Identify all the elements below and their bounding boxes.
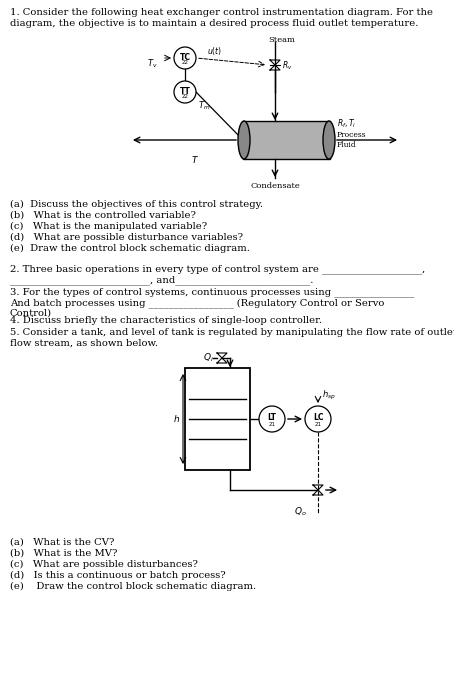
Text: Fluid: Fluid (337, 141, 357, 149)
Text: 5. Consider a tank, and level of tank is regulated by manipulating the flow rate: 5. Consider a tank, and level of tank is… (10, 328, 454, 337)
Text: (e)    Draw the control block schematic diagram.: (e) Draw the control block schematic dia… (10, 582, 256, 591)
Text: $R_v$: $R_v$ (282, 60, 292, 72)
Text: And batch processes using _________________ (Regulatory Control or Servo: And batch processes using ______________… (10, 298, 385, 308)
Text: $Q_o$: $Q_o$ (294, 506, 306, 519)
Text: 21: 21 (268, 421, 276, 426)
Text: 22: 22 (182, 60, 188, 65)
Text: $T_m$: $T_m$ (198, 100, 211, 113)
Text: (c)   What are possible disturbances?: (c) What are possible disturbances? (10, 560, 198, 569)
Circle shape (259, 406, 285, 432)
Text: 4. Discuss briefly the characteristics of single-loop controller.: 4. Discuss briefly the characteristics o… (10, 316, 322, 325)
Text: $h$: $h$ (173, 414, 180, 424)
Text: 2. Three basic operations in every type of control system are __________________: 2. Three basic operations in every type … (10, 264, 425, 274)
Text: TT: TT (180, 87, 190, 95)
Text: LC: LC (313, 414, 323, 423)
Text: Steam: Steam (268, 36, 295, 44)
Text: $T_v$: $T_v$ (148, 58, 158, 70)
Text: $Q_i$: $Q_i$ (202, 352, 213, 365)
Text: 21: 21 (315, 421, 321, 426)
Text: (a)  Discuss the objectives of this control strategy.: (a) Discuss the objectives of this contr… (10, 200, 263, 209)
Text: (d)   Is this a continuous or batch process?: (d) Is this a continuous or batch proces… (10, 571, 226, 580)
Bar (185, 368, 250, 470)
Text: 22: 22 (182, 94, 188, 99)
Text: 1. Consider the following heat exchanger control instrumentation diagram. For th: 1. Consider the following heat exchanger… (10, 8, 433, 17)
Ellipse shape (323, 121, 335, 159)
Text: Control): Control) (10, 309, 52, 318)
Text: ____________________________, and___________________________.: ____________________________, and_______… (10, 275, 313, 285)
Text: 3. For the types of control systems, continuous processes using ________________: 3. For the types of control systems, con… (10, 287, 414, 297)
Text: TC: TC (179, 52, 191, 62)
Text: diagram, the objective is to maintain a desired process fluid outlet temperature: diagram, the objective is to maintain a … (10, 19, 419, 28)
Text: (e)  Draw the control block schematic diagram.: (e) Draw the control block schematic dia… (10, 244, 250, 253)
Text: $R_f, T_i$: $R_f, T_i$ (337, 118, 356, 130)
Text: $h_{sp}$: $h_{sp}$ (322, 389, 336, 402)
Text: (d)   What are possible disturbance variables?: (d) What are possible disturbance variab… (10, 233, 243, 242)
Ellipse shape (238, 121, 250, 159)
Text: $u(t)$: $u(t)$ (207, 45, 222, 57)
Circle shape (174, 47, 196, 69)
Text: LT: LT (267, 414, 276, 423)
Text: (a)   What is the CV?: (a) What is the CV? (10, 538, 114, 547)
Text: (c)   What is the manipulated variable?: (c) What is the manipulated variable? (10, 222, 207, 231)
Text: (b)   What is the MV?: (b) What is the MV? (10, 549, 118, 558)
Circle shape (174, 81, 196, 103)
Text: (b)   What is the controlled variable?: (b) What is the controlled variable? (10, 211, 196, 220)
Text: Process: Process (337, 131, 367, 139)
Text: $T$: $T$ (191, 154, 199, 165)
Bar (243, 121, 330, 159)
Text: flow stream, as shown below.: flow stream, as shown below. (10, 339, 158, 348)
Circle shape (305, 406, 331, 432)
Text: Condensate: Condensate (250, 182, 300, 190)
